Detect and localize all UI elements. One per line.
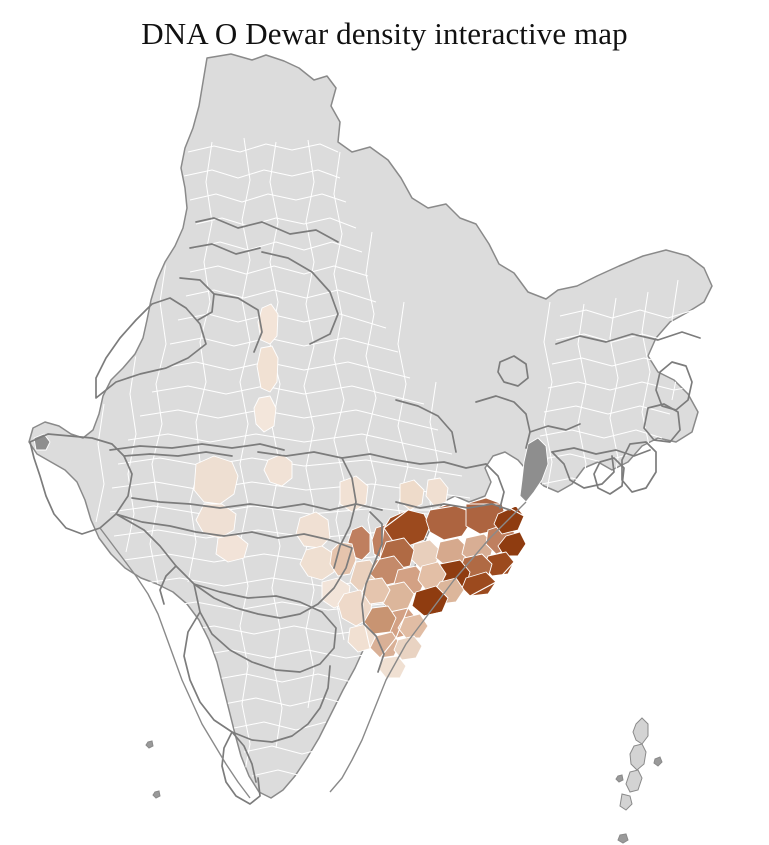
region-jharkhand[interactable] [400, 478, 448, 510]
district-up-strip-b[interactable] [257, 346, 278, 392]
state-line-assam-south [552, 448, 650, 456]
coast-east [330, 502, 526, 792]
region-uttar-pradesh[interactable] [254, 304, 278, 432]
district-mp-east-a[interactable] [296, 512, 330, 548]
state-line-up-bihar [396, 400, 456, 452]
district-od-gajapati[interactable] [398, 614, 428, 638]
district-mp-west-b[interactable] [196, 504, 236, 538]
district-cg-central-a[interactable] [330, 542, 356, 576]
state-line-tripura [594, 458, 624, 494]
state-line-manipur [644, 404, 680, 442]
district-mp-east-b[interactable] [300, 546, 334, 580]
state-line-wb-north [476, 396, 530, 448]
island-north-andaman[interactable] [632, 717, 649, 745]
state-line-rajasthan-mp [110, 444, 284, 450]
district-jh-south-a[interactable] [400, 480, 424, 510]
state-line-mp-south [132, 498, 382, 510]
state-line-up-mp [258, 452, 396, 460]
state-line-hp-punjab [190, 244, 260, 254]
state-line-assam-arunachal [556, 332, 700, 344]
andaman-nicobar-islands[interactable] [615, 717, 667, 845]
islands[interactable] [145, 717, 667, 845]
island-lakshadweep-a[interactable] [145, 740, 154, 749]
state-line-mp-cg [334, 458, 356, 568]
state-line-cg-od [362, 512, 382, 624]
state-boundaries [30, 218, 700, 804]
state-line-maharashtra [116, 514, 352, 618]
island-lakshadweep-b[interactable] [152, 790, 161, 799]
region-odisha[interactable] [361, 498, 527, 659]
state-line-meghalaya [552, 452, 614, 488]
island-andaman-east-dot[interactable] [653, 756, 663, 767]
state-line-wb-assam [530, 424, 580, 432]
island-little-andaman[interactable] [619, 793, 633, 811]
page-title: DNA O Dewar density interactive map [141, 16, 628, 51]
state-line-nagaland [656, 362, 692, 410]
state-line-jk-hp [196, 218, 338, 242]
district-jh-south-b[interactable] [426, 478, 448, 506]
island-car-nicobar[interactable] [617, 833, 629, 844]
island-south-andaman[interactable] [625, 769, 643, 793]
district-up-strip-c[interactable] [254, 396, 276, 432]
state-line-rajasthan [96, 298, 206, 398]
state-line-sikkim [498, 356, 528, 386]
district-ap-vizianagaram[interactable] [378, 656, 406, 678]
island-andaman-west-dot[interactable] [615, 774, 624, 783]
state-line-gujarat-mp [124, 452, 232, 456]
coast-west [100, 528, 250, 798]
district-up-strip-a[interactable] [258, 304, 278, 344]
region-madhya-pradesh[interactable] [194, 454, 368, 608]
state-line-jh-wb [486, 464, 504, 508]
state-line-telangana [194, 584, 336, 672]
state-line-haryana-up [214, 294, 262, 352]
state-line-jh-od [396, 502, 510, 510]
india-choropleth-map[interactable] [0, 52, 769, 845]
state-line-bihar-jh [396, 460, 486, 468]
district-sundarbans-delta[interactable] [520, 438, 548, 502]
lakshadweep-islands[interactable] [145, 740, 161, 799]
island-middle-andaman[interactable] [629, 743, 647, 771]
coastline-detail [100, 502, 526, 798]
state-line-karnataka-tn [232, 732, 256, 782]
india-landmass[interactable] [28, 53, 713, 799]
state-line-ap-karnataka [184, 612, 330, 742]
state-line-ap-odisha [364, 624, 384, 672]
landmass-base [28, 53, 713, 799]
state-line-kerala-tn [222, 732, 260, 804]
district-mp-west-a[interactable] [194, 456, 238, 504]
map-svg[interactable] [0, 52, 769, 845]
state-line-uk-up [262, 252, 338, 344]
state-line-goa [160, 566, 176, 604]
